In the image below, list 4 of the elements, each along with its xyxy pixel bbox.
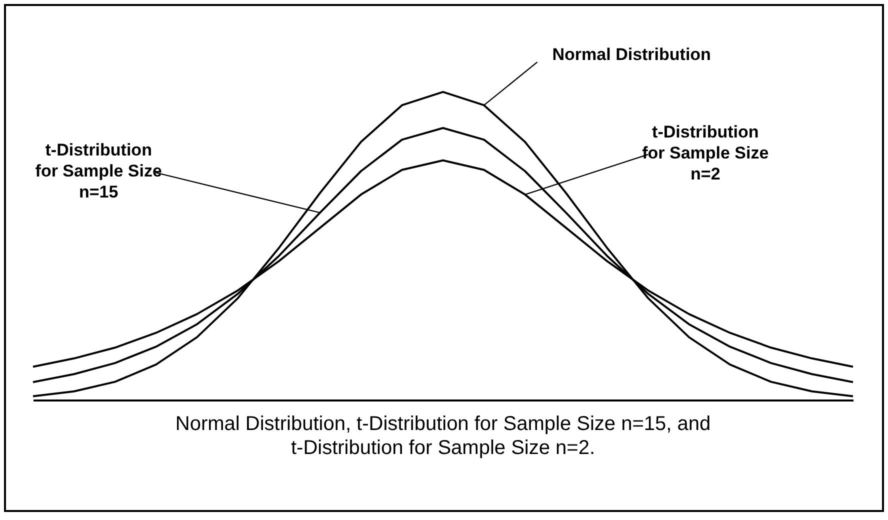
text: Normal Distribution, t-Distribution for Sample Size n=15, and t-Distribution for Sample Size n=2.	[175, 413, 711, 459]
text: Normal Distribution	[552, 45, 711, 64]
annotation: t-Distribution for Sample Size n=2	[642, 122, 769, 184]
annotation: t-Distribution for Sample Size n=15	[35, 140, 162, 202]
